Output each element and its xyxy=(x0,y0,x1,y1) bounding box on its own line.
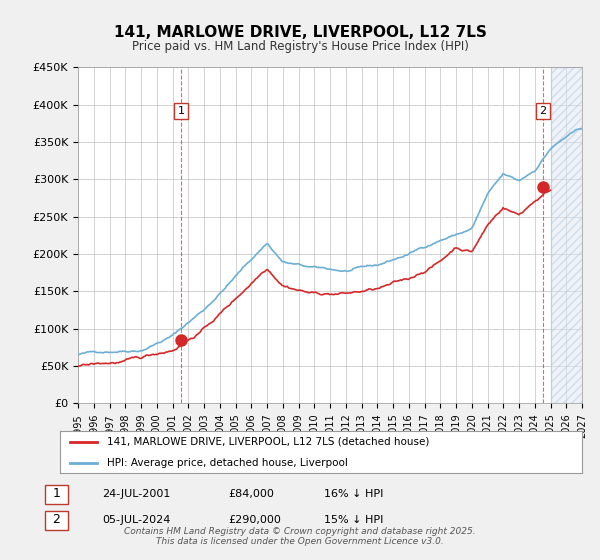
Text: 141, MARLOWE DRIVE, LIVERPOOL, L12 7LS: 141, MARLOWE DRIVE, LIVERPOOL, L12 7LS xyxy=(113,25,487,40)
Text: 05-JUL-2024: 05-JUL-2024 xyxy=(102,515,170,525)
Text: 2: 2 xyxy=(52,513,61,526)
Text: 2: 2 xyxy=(539,106,547,116)
Text: 1: 1 xyxy=(178,106,185,116)
Text: 15% ↓ HPI: 15% ↓ HPI xyxy=(324,515,383,525)
FancyBboxPatch shape xyxy=(45,511,68,530)
Text: HPI: Average price, detached house, Liverpool: HPI: Average price, detached house, Live… xyxy=(107,458,348,468)
Text: £290,000: £290,000 xyxy=(228,515,281,525)
Text: Contains HM Land Registry data © Crown copyright and database right 2025.
This d: Contains HM Land Registry data © Crown c… xyxy=(124,526,476,546)
Text: 16% ↓ HPI: 16% ↓ HPI xyxy=(324,489,383,499)
Text: £84,000: £84,000 xyxy=(228,489,274,499)
Text: 141, MARLOWE DRIVE, LIVERPOOL, L12 7LS (detached house): 141, MARLOWE DRIVE, LIVERPOOL, L12 7LS (… xyxy=(107,437,430,447)
Bar xyxy=(551,67,582,403)
FancyBboxPatch shape xyxy=(45,485,68,504)
Text: 24-JUL-2001: 24-JUL-2001 xyxy=(102,489,170,499)
Text: Price paid vs. HM Land Registry's House Price Index (HPI): Price paid vs. HM Land Registry's House … xyxy=(131,40,469,53)
Text: 1: 1 xyxy=(52,487,61,501)
